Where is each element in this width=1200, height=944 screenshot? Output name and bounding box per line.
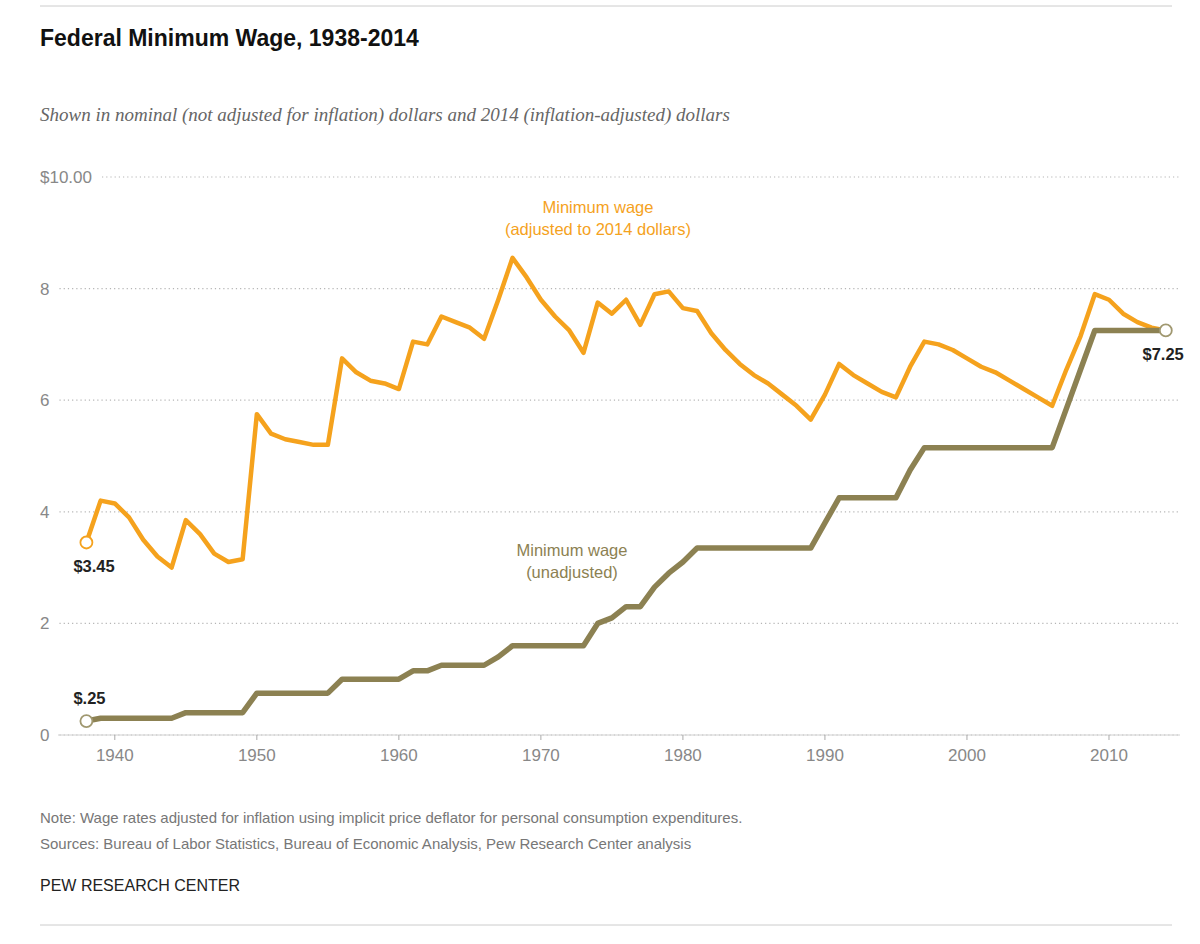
x-tick (256, 735, 257, 740)
x-tick-label: 1950 (238, 746, 276, 765)
x-tick-label: 1990 (806, 746, 844, 765)
subtitle: Shown in nominal (not adjusted for infla… (40, 104, 730, 126)
x-tick (114, 735, 115, 740)
grid-line (102, 176, 1180, 177)
y-tick-label: $10.00 (40, 168, 92, 187)
title: Federal Minimum Wage, 1938-2014 (40, 25, 419, 51)
grid-line (59, 623, 1180, 624)
y-tick-label: 6 (40, 391, 49, 410)
x-tick-label: 1960 (380, 746, 418, 765)
endpoint-marker (1160, 324, 1172, 336)
y-tick-label: 4 (40, 503, 49, 522)
annotation: $3.45 (73, 557, 114, 575)
y-tick-label: 8 (40, 280, 49, 299)
x-tick (540, 735, 541, 740)
x-tick (824, 735, 825, 740)
y-tick-label: 0 (40, 726, 49, 745)
plot-area (86, 258, 1165, 721)
endpoint-marker (80, 715, 92, 727)
annotation: $.25 (73, 689, 105, 707)
x-tick-label: 1970 (522, 746, 560, 765)
x-tick (398, 735, 399, 740)
credit: PEW RESEARCH CENTER (40, 877, 240, 894)
series-label: Minimum wage(adjusted to 2014 dollars) (505, 198, 691, 238)
series-label: Minimum wage(unadjusted) (517, 541, 628, 581)
grid-line (59, 511, 1180, 512)
x-tick-label: 2000 (948, 746, 986, 765)
grid-line (59, 288, 1180, 289)
x-tick-label: 1940 (96, 746, 134, 765)
series-line (86, 258, 1165, 568)
x-tick-label: 2010 (1090, 746, 1128, 765)
note: Note: Wage rates adjusted for inflation … (40, 809, 742, 826)
grid-line (59, 400, 1180, 401)
annotation: $7.25 (1143, 345, 1184, 363)
x-tick (682, 735, 683, 740)
bottom-rule (40, 925, 1172, 926)
top-rule (40, 6, 1172, 7)
x-tick-label: 1980 (664, 746, 702, 765)
source: Sources: Bureau of Labor Statistics, Bur… (40, 835, 691, 852)
x-tick (1108, 735, 1109, 740)
endpoint-marker (80, 536, 92, 548)
series-line (86, 330, 1165, 721)
x-tick (966, 735, 967, 740)
x-axis-line (58, 735, 1180, 736)
chart: Federal Minimum Wage, 1938-2014 Shown in … (0, 0, 1200, 944)
y-tick-label: 2 (40, 614, 49, 633)
